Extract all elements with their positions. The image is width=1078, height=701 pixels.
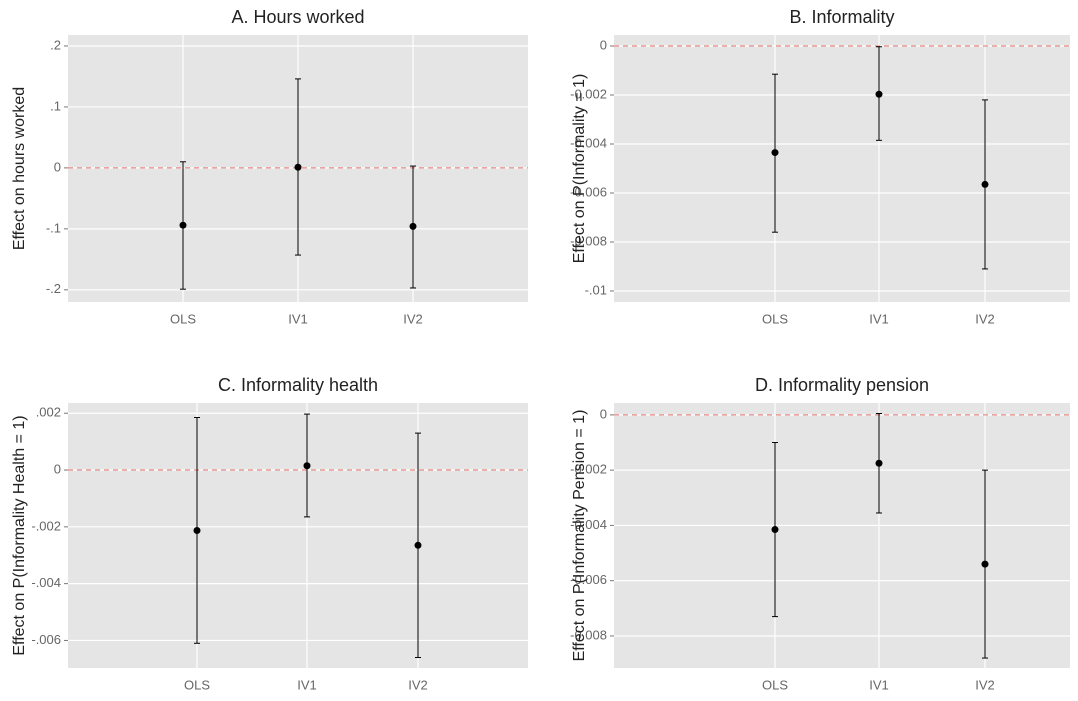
- y-tick-label: 0: [54, 159, 61, 174]
- x-tick-label: IV1: [297, 677, 317, 692]
- panel-title: D. Informality pension: [755, 375, 929, 395]
- plot-background: [68, 403, 528, 668]
- x-tick-label: OLS: [184, 677, 210, 692]
- point: [875, 459, 883, 467]
- plot-background: [614, 35, 1070, 302]
- y-axis-label: Effect on P(Informality Health = 1): [11, 415, 28, 655]
- y-tick-label: -0.002: [570, 86, 607, 101]
- y-tick-label: -0.006: [570, 572, 607, 587]
- x-tick-label: IV2: [403, 311, 423, 326]
- panel-title: C. Informality health: [218, 375, 378, 395]
- point: [179, 221, 187, 229]
- y-tick-label: -0.008: [570, 233, 607, 248]
- y-tick-label: 0: [600, 37, 607, 52]
- y-tick-label: .1: [50, 98, 61, 113]
- y-tick-label: -.2: [46, 281, 61, 296]
- panel-title: B. Informality: [789, 7, 894, 27]
- y-tick-label: 0: [600, 406, 607, 421]
- point: [409, 222, 417, 230]
- point: [414, 541, 422, 549]
- y-axis-label: Effect on hours worked: [11, 87, 28, 250]
- y-tick-label: -0.008: [570, 627, 607, 642]
- y-tick-label: -.004: [31, 575, 61, 590]
- point: [303, 462, 311, 470]
- y-tick-label: -.01: [585, 282, 607, 297]
- y-tick-label: -.006: [31, 632, 61, 647]
- y-tick-label: .2: [50, 37, 61, 52]
- panel-title: A. Hours worked: [231, 7, 364, 27]
- x-tick-label: IV2: [975, 311, 995, 326]
- point: [981, 560, 989, 568]
- plot-background: [614, 403, 1070, 668]
- y-tick-label: 0: [54, 461, 61, 476]
- y-axis-label: Effect on P(Informality Pension = 1): [571, 410, 588, 662]
- point: [193, 527, 201, 535]
- point: [771, 149, 779, 157]
- y-tick-label: .002: [36, 405, 61, 420]
- point: [875, 90, 883, 98]
- y-tick-label: -0.004: [570, 517, 607, 532]
- point: [294, 163, 302, 171]
- y-tick-label: -0.004: [570, 135, 607, 150]
- x-tick-label: IV1: [288, 311, 308, 326]
- x-tick-label: OLS: [170, 311, 196, 326]
- x-tick-label: IV1: [869, 677, 889, 692]
- y-tick-label: -0.006: [570, 184, 607, 199]
- x-tick-label: OLS: [762, 677, 788, 692]
- y-tick-label: -0.002: [570, 462, 607, 477]
- x-tick-label: IV1: [869, 311, 889, 326]
- x-tick-label: IV2: [975, 677, 995, 692]
- y-tick-label: -.1: [46, 220, 61, 235]
- point: [981, 180, 989, 188]
- x-tick-label: IV2: [408, 677, 428, 692]
- y-tick-label: -.002: [31, 518, 61, 533]
- x-tick-label: OLS: [762, 311, 788, 326]
- point: [771, 526, 779, 534]
- y-axis-label: Effect on P(Informality = 1): [571, 74, 588, 264]
